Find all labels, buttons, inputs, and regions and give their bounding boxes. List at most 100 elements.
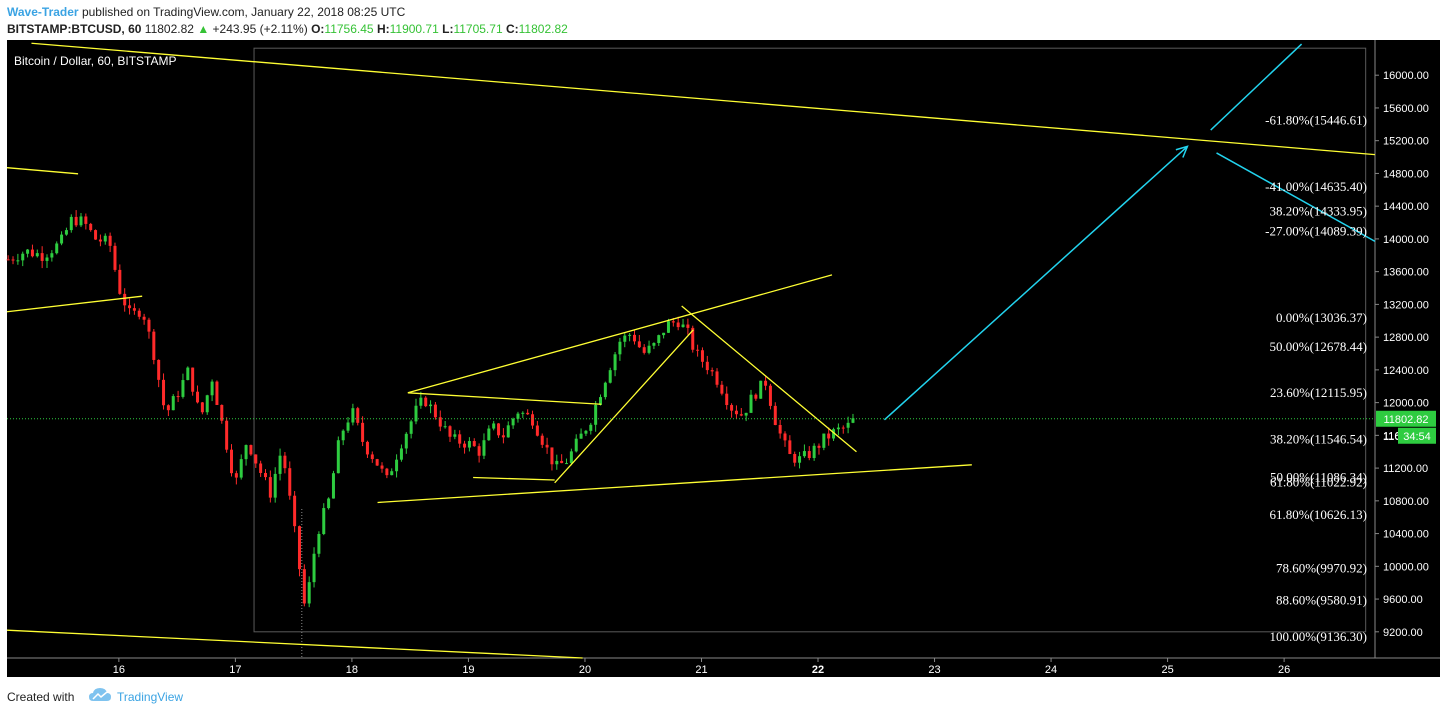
- candle-body: [98, 239, 102, 242]
- candle-body: [64, 230, 68, 235]
- candle-body: [540, 435, 544, 445]
- trendline: [473, 476, 555, 481]
- candle-body: [526, 412, 530, 415]
- tradingview-brand-link[interactable]: TradingView: [117, 690, 184, 704]
- fib-level-label: -27.00%(14089.39): [1265, 224, 1367, 239]
- open-label: O:: [311, 22, 325, 36]
- trendline: [407, 274, 833, 394]
- current-price-tag: [1376, 410, 1436, 427]
- candle-body: [545, 444, 549, 448]
- candle-body: [623, 335, 627, 342]
- candle-body: [666, 321, 670, 333]
- candle-body: [103, 235, 107, 242]
- plot-area: [7, 40, 1375, 658]
- countdown-prefix: 116: [1383, 431, 1401, 443]
- candle-body: [846, 422, 850, 428]
- candle-body: [162, 379, 166, 406]
- countdown-tag-label: 34:54: [1403, 431, 1431, 443]
- candle-body: [613, 354, 617, 371]
- x-tick-label: 21: [695, 664, 707, 676]
- candle-body: [424, 397, 428, 407]
- candle-body: [817, 445, 821, 448]
- candle-body: [268, 477, 272, 498]
- candle-body: [380, 465, 384, 469]
- x-tick-label: 26: [1278, 664, 1290, 676]
- candle-body: [579, 433, 583, 439]
- projection-line: [1216, 152, 1376, 243]
- candle-body: [302, 569, 306, 604]
- candle-body: [200, 402, 204, 413]
- candle-body: [652, 343, 656, 346]
- fib-level-label: 88.60%(9580.91): [1276, 593, 1367, 608]
- y-tick-label: 14000.00: [1383, 234, 1429, 246]
- candle-body: [798, 456, 802, 463]
- candle-body: [273, 473, 277, 498]
- candle-body: [30, 249, 34, 257]
- candle-body: [438, 417, 442, 427]
- candle-body: [293, 495, 297, 527]
- candle-body: [50, 253, 54, 258]
- candle-body: [569, 451, 573, 464]
- candle-body: [108, 235, 112, 246]
- ohlc-line: BITSTAMP:BTCUSD, 60 11802.82 ▲ +243.95 (…: [7, 22, 568, 36]
- author-link[interactable]: Wave-Trader: [7, 5, 79, 19]
- candle-body: [773, 405, 777, 426]
- fib-range-box: [253, 47, 1367, 633]
- y-tick-label: 10800.00: [1383, 496, 1429, 508]
- candle-body: [404, 433, 408, 449]
- candle-body: [516, 413, 520, 419]
- candle-body: [710, 370, 714, 372]
- candle-body: [754, 394, 758, 399]
- x-axis-area: [7, 658, 1440, 677]
- candle-body: [560, 460, 564, 464]
- candle-body: [210, 381, 214, 396]
- open-value: 11756.45: [324, 22, 374, 36]
- candle-body: [205, 395, 209, 413]
- candle-body: [662, 332, 666, 336]
- candle-body: [768, 385, 772, 406]
- candle-body: [6, 259, 10, 261]
- chart-title: Bitcoin / Dollar, 60, BITSTAMP: [14, 54, 177, 68]
- candle-body: [147, 319, 151, 332]
- candle-body: [69, 216, 73, 231]
- candle-body: [749, 394, 753, 413]
- trendline: [377, 464, 972, 504]
- candle-body: [647, 345, 651, 353]
- candle-body: [331, 473, 335, 499]
- candle-body: [676, 322, 680, 328]
- trendline: [407, 392, 602, 405]
- candle-body: [142, 316, 146, 320]
- candle-body: [453, 434, 457, 437]
- candle-body: [836, 427, 840, 430]
- y-tick-label: 15200.00: [1383, 136, 1429, 148]
- fib-level-label: 23.60%(12115.95): [1270, 385, 1367, 400]
- candle-body: [16, 260, 20, 262]
- countdown-tag: [1398, 427, 1436, 444]
- candle-body: [472, 441, 476, 447]
- candle-body: [361, 422, 365, 442]
- candle-body: [220, 404, 224, 421]
- x-tick-label: 25: [1161, 664, 1173, 676]
- candle-body: [744, 412, 748, 416]
- trendline: [6, 295, 143, 313]
- trendline: [6, 629, 583, 659]
- price-change: +243.95 (+2.11%): [212, 22, 308, 36]
- y-tick-label: 11200.00: [1383, 463, 1428, 475]
- candle-body: [263, 472, 267, 478]
- candle-body: [89, 223, 93, 231]
- candle-body: [584, 430, 588, 434]
- candle-body: [176, 396, 180, 398]
- candle-body: [390, 471, 394, 476]
- candle-body: [686, 324, 690, 328]
- candle-body: [487, 428, 491, 441]
- high-value: 11900.71: [389, 22, 439, 36]
- candle-body: [598, 397, 602, 405]
- price-chart[interactable]: -61.80%(15446.61) -41.00%(14635.40) 38.20%…: [0, 40, 1440, 677]
- candle-body: [94, 230, 98, 240]
- candle-body: [239, 459, 243, 478]
- candle-body: [700, 350, 704, 362]
- candle-body: [365, 441, 369, 455]
- footer: Created with TradingView: [0, 677, 1440, 715]
- candle-body: [832, 429, 836, 439]
- candle-body: [336, 440, 340, 474]
